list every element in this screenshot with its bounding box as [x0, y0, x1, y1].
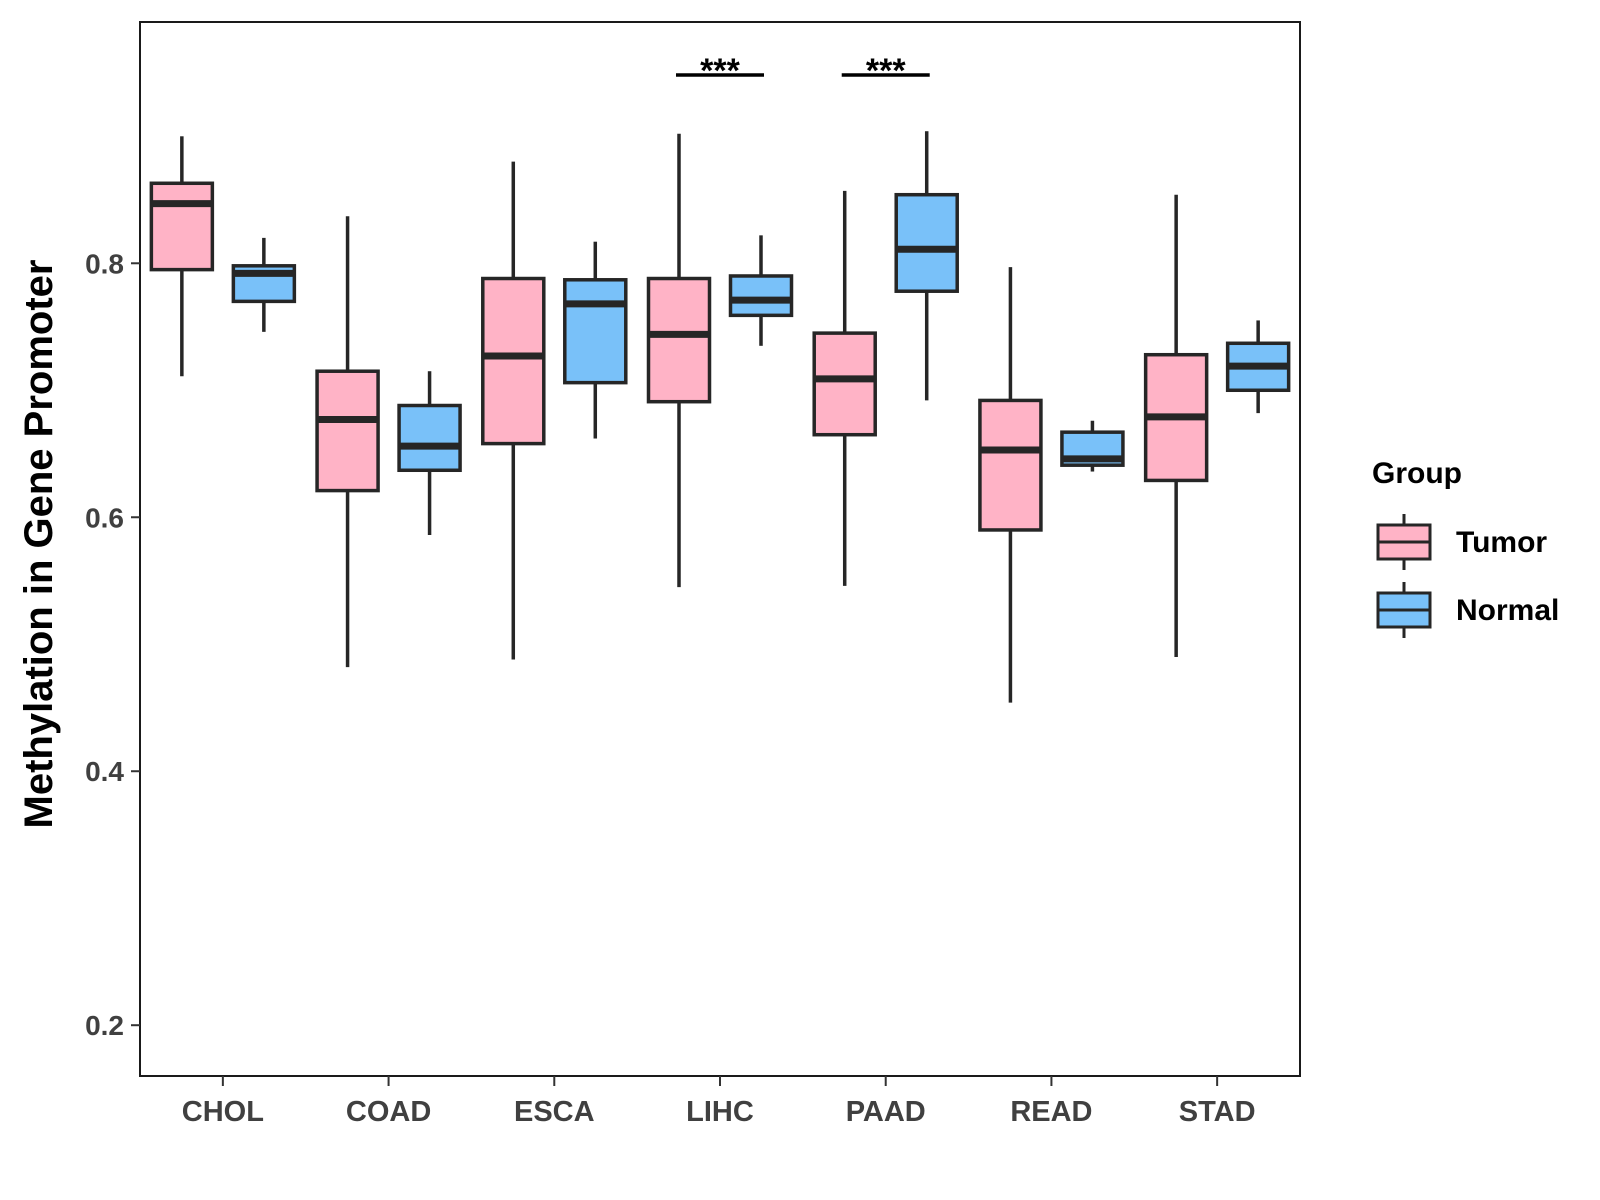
legend-title: Group — [1372, 457, 1462, 490]
box-iqr — [978, 398, 1043, 532]
significance-label: *** — [700, 52, 740, 90]
box-tumor-read — [978, 267, 1043, 703]
box-normal-stad — [1225, 320, 1291, 414]
y-axis-title: Methylation in Gene Promoter — [17, 260, 61, 829]
legend-entry-tumor: Tumor — [1376, 514, 1547, 570]
box-tumor-paad — [812, 190, 877, 586]
legend-label: Normal — [1456, 594, 1559, 627]
axis-layer: 0.2 0.4 0.6 0.8 CHOL COAD ESCA LIHC PAAD READ STAD… — [17, 248, 1256, 1128]
box-normal-lihc — [728, 235, 794, 346]
legend-entry-normal: Normal — [1376, 582, 1559, 638]
box-iqr — [481, 276, 546, 446]
box-iqr — [646, 276, 712, 404]
y-tick-label: 0.2 — [85, 1010, 124, 1041]
x-tick-label: PAAD — [846, 1096, 926, 1128]
plot-layer: *** *** — [139, 21, 1301, 1077]
box-iqr — [894, 192, 959, 293]
x-tick-label: READ — [1010, 1096, 1092, 1128]
x-tick-label: COAD — [346, 1096, 431, 1128]
y-tick-label: 0.4 — [85, 756, 124, 787]
x-tick-label: CHOL — [182, 1096, 264, 1128]
box-normal-esca — [563, 241, 628, 439]
box-normal-chol — [231, 237, 297, 332]
legend-label: Tumor — [1456, 526, 1547, 559]
box-tumor-stad — [1143, 194, 1209, 657]
y-tick-label: 0.8 — [85, 248, 124, 279]
box-iqr — [812, 331, 877, 437]
box-iqr — [563, 278, 628, 385]
box-tumor-chol — [149, 136, 215, 377]
x-tick-label: ESCA — [514, 1096, 595, 1128]
box-layer — [149, 131, 1291, 703]
x-tick-label: STAD — [1179, 1096, 1256, 1128]
y-tick-label: 0.6 — [85, 502, 124, 533]
x-tick-label: LIHC — [686, 1096, 754, 1128]
plot-panel-border — [139, 21, 1301, 1077]
box-iqr — [397, 403, 462, 473]
box-normal-coad — [397, 371, 462, 536]
box-iqr — [315, 369, 380, 493]
box-normal-read — [1060, 420, 1125, 472]
box-tumor-esca — [481, 161, 546, 660]
legend: Group Tumor Normal — [1372, 457, 1559, 638]
box-iqr — [149, 181, 215, 272]
box-normal-paad — [894, 131, 959, 401]
box-iqr — [728, 274, 794, 318]
significance-label: *** — [866, 52, 906, 90]
box-tumor-coad — [315, 216, 380, 668]
box-tumor-lihc — [646, 133, 712, 588]
